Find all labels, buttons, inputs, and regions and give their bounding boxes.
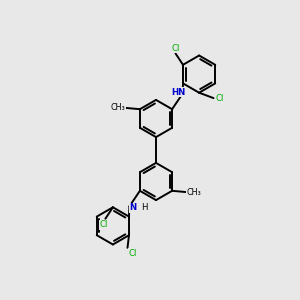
Text: Cl: Cl — [100, 220, 108, 229]
Text: CH₃: CH₃ — [187, 188, 201, 197]
Text: Cl: Cl — [216, 94, 224, 103]
Text: HN: HN — [171, 88, 185, 97]
Text: Cl: Cl — [129, 249, 137, 258]
Text: CH₃: CH₃ — [111, 103, 125, 112]
Text: N: N — [129, 203, 137, 212]
Text: Cl: Cl — [171, 44, 180, 52]
Text: H: H — [141, 203, 148, 212]
